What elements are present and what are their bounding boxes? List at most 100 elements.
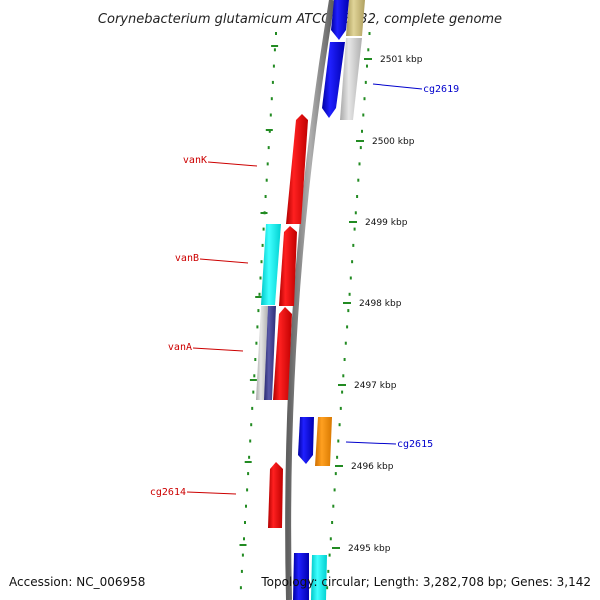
inner-minor-tick	[246, 488, 249, 492]
outer-minor-tick	[357, 178, 360, 182]
inner-minor-tick	[271, 80, 274, 84]
gene-label-cg2619[interactable]: cg2619	[423, 84, 459, 95]
outer-minor-tick	[363, 97, 366, 101]
inner-minor-tick	[259, 276, 262, 280]
outer-minor-tick	[351, 260, 354, 264]
label-connector	[372, 83, 423, 90]
outer-minor-tick	[368, 32, 371, 35]
outer-minor-tick	[339, 406, 342, 410]
outer-minor-tick	[342, 374, 345, 378]
inner-minor-tick	[251, 406, 254, 410]
outer-minor-tick	[333, 488, 336, 492]
outer-minor-tick	[346, 325, 349, 329]
gene-feature[interactable]	[311, 555, 327, 600]
inner-minor-tick	[248, 455, 251, 459]
gene-labels: cg2619 vanK vanB vanA cg2615 cg2614	[150, 83, 459, 498]
gene-cg2619[interactable]	[340, 38, 362, 120]
inner-minor-tick	[247, 472, 250, 476]
outer-minor-tick	[337, 439, 340, 443]
scale-rails	[239, 32, 371, 590]
gene-vanA[interactable]	[273, 307, 292, 400]
outer-minor-tick	[344, 341, 347, 345]
inner-minor-tick	[266, 162, 269, 166]
inner-minor-tick	[261, 243, 264, 247]
gene-vanK[interactable]	[286, 114, 308, 224]
gene-cg2615[interactable]	[315, 417, 332, 466]
gene-label-vanA[interactable]: vanA	[168, 342, 192, 353]
outer-minor-tick	[367, 48, 370, 52]
outer-minor-tick	[361, 129, 363, 133]
inner-minor-tick	[241, 553, 244, 557]
inner-minor-tick	[254, 358, 257, 361]
inner-minor-tick	[262, 227, 265, 231]
inner-minor-tick	[239, 586, 242, 590]
outer-minor-tick	[347, 309, 350, 313]
inner-minor-tick	[252, 390, 255, 394]
gene-label-cg2615[interactable]: cg2615	[397, 439, 433, 450]
tick-label: 2496 kbp	[351, 462, 394, 472]
inner-minor-tick	[273, 48, 276, 52]
inner-minor-tick	[258, 292, 261, 296]
inner-minor-tick	[255, 341, 258, 345]
outer-minor-tick	[356, 195, 359, 198]
gene-cg2614[interactable]	[268, 462, 283, 528]
accession-text: Accession: NC_006958	[9, 575, 145, 589]
inner-minor-tick	[256, 325, 259, 329]
tick-label: 2501 kbp	[380, 55, 423, 65]
outer-minor-tick	[348, 292, 351, 296]
gene-vanB[interactable]	[279, 226, 297, 306]
inner-minor-tick	[240, 569, 243, 573]
gene-feature[interactable]	[298, 417, 314, 464]
outer-minor-tick	[338, 423, 341, 427]
reverse-strand-features	[293, 0, 365, 600]
inner-minor-tick	[245, 504, 247, 508]
outer-minor-tick	[328, 553, 331, 557]
tick-label: 2498 kbp	[359, 299, 402, 309]
topology-text: Topology: circular; Length: 3,282,708 bp…	[260, 575, 591, 589]
outer-minor-tick	[332, 504, 335, 508]
forward-strand-features	[256, 114, 308, 528]
gene-feature[interactable]	[331, 0, 349, 40]
outer-minor-tick	[349, 276, 352, 280]
gene-feature[interactable]	[261, 224, 281, 305]
outer-minor-tick	[341, 390, 344, 394]
outer-minor-tick	[326, 586, 329, 590]
inner-minor-tick	[269, 113, 272, 117]
outer-minor-tick	[331, 521, 334, 524]
outer-minor-tick	[336, 455, 339, 459]
tick-label: 2497 kbp	[354, 381, 397, 391]
gene-label-cg2614[interactable]: cg2614	[150, 487, 186, 498]
map-title: Corynebacterium glutamicum ATCC 13032, c…	[98, 12, 502, 27]
outer-minor-tick	[358, 162, 361, 166]
gene-feature[interactable]	[322, 42, 345, 118]
inner-minor-tick	[264, 195, 267, 198]
outer-minor-tick	[366, 64, 368, 68]
label-connector	[199, 258, 249, 264]
inner-minor-tick	[265, 178, 268, 182]
outer-minor-tick	[327, 569, 330, 573]
label-connector	[207, 161, 258, 167]
gene-feature[interactable]	[346, 0, 365, 36]
inner-minor-tick	[243, 537, 245, 541]
label-connector	[345, 441, 397, 445]
outer-minor-tick	[353, 227, 356, 231]
label-connector	[192, 347, 244, 352]
scale-ticks: 2501 kbp 2500 kbp 2499 kbp 2498 kbp 2497…	[332, 55, 423, 554]
gene-label-vanK[interactable]: vanK	[183, 155, 207, 166]
inner-minor-tick	[249, 439, 252, 443]
tick-label: 2499 kbp	[365, 218, 408, 228]
gene-feature[interactable]	[264, 306, 276, 400]
gene-label-vanB[interactable]: vanB	[175, 253, 199, 264]
inner-minor-tick	[272, 64, 275, 68]
outer-minor-tick	[354, 211, 357, 215]
outer-minor-tick	[362, 113, 365, 117]
outer-minor-tick	[334, 472, 337, 476]
gene-feature[interactable]	[293, 553, 309, 600]
inner-minor-tick	[244, 521, 246, 524]
inner-minor-tick	[260, 260, 263, 264]
label-connector	[186, 491, 237, 495]
outer-minor-tick	[352, 243, 355, 247]
tick-label: 2500 kbp	[372, 137, 415, 147]
inner-minor-tick	[257, 309, 260, 313]
